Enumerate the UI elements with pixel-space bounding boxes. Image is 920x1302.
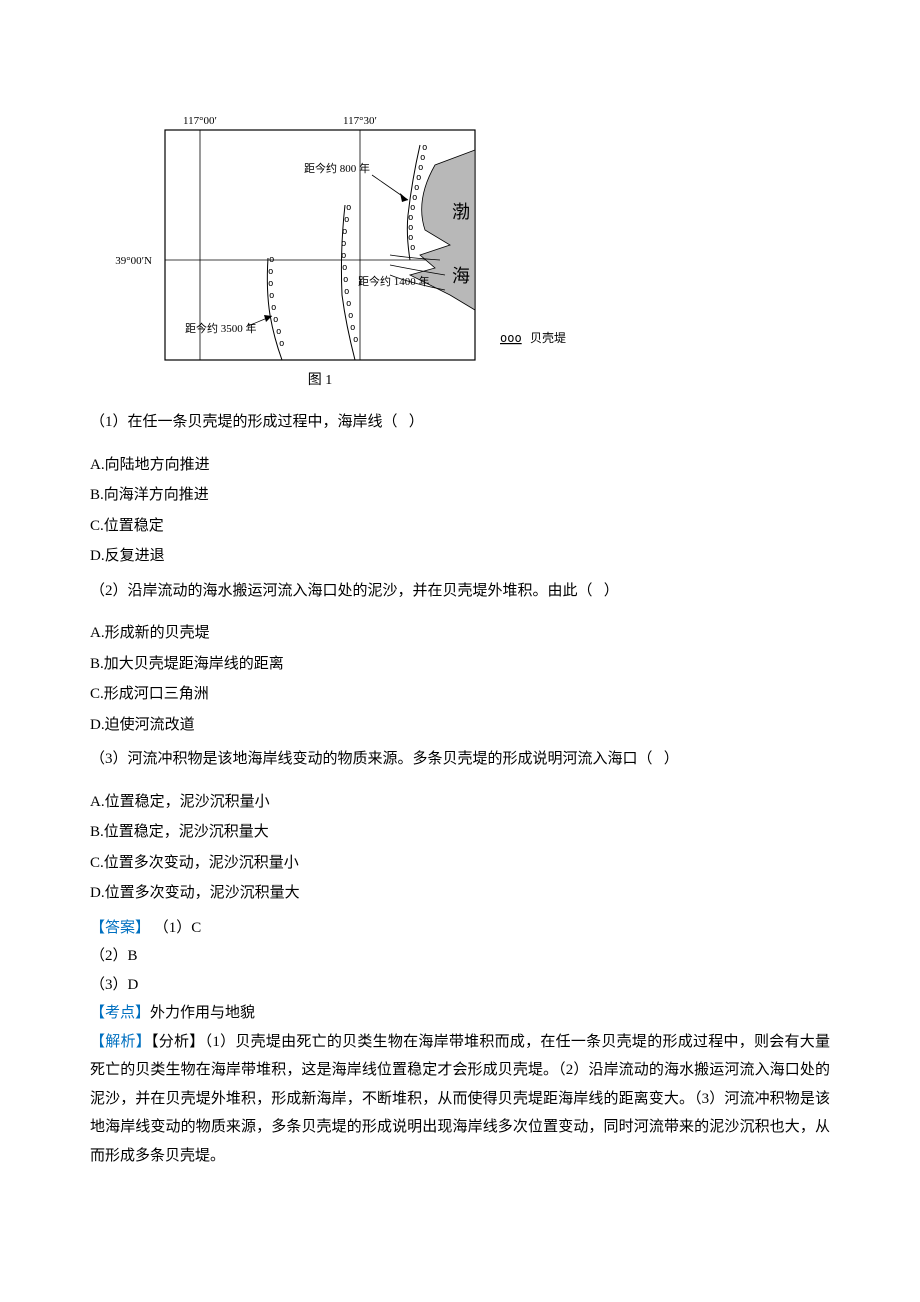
svg-text:o: o (416, 173, 421, 183)
answer-label: 【答案】 (90, 920, 150, 936)
svg-text:o: o (269, 291, 274, 301)
figure-1: 117°00′ 117°30′ 39°00′N 渤 海 ooo ooo ooo … (90, 110, 830, 390)
q2-option-d: D.迫使河流改道 (90, 711, 830, 740)
q1-option-b: B.向海洋方向推进 (90, 481, 830, 510)
q1-options: A.向陆地方向推进 B.向海洋方向推进 C.位置稳定 D.反复进退 (90, 451, 830, 571)
figure-caption: 图 1 (308, 373, 333, 388)
svg-text:o: o (346, 203, 351, 213)
analysis-prefix: 【分析】 (151, 1034, 205, 1050)
topic-text: 外力作用与地貌 (150, 1005, 255, 1021)
sea-label-bo: 渤 (452, 202, 470, 222)
svg-text:o: o (350, 323, 355, 333)
svg-text:o: o (344, 287, 349, 297)
answer-block: 【答案】 （1）C (90, 914, 830, 943)
svg-text:o: o (268, 279, 273, 289)
svg-text:o: o (343, 275, 348, 285)
q3-option-a: A.位置稳定，泥沙沉积量小 (90, 788, 830, 817)
q2-stem: （2）沿岸流动的海水搬运河流入海口处的泥沙，并在贝壳堤外堆积。由此（ ） (90, 577, 830, 606)
analysis-label: 【解析】 (90, 1034, 151, 1050)
q3-option-d: D.位置多次变动，泥沙沉积量大 (90, 879, 830, 908)
svg-text:o: o (418, 163, 423, 173)
coord-top-right: 117°30′ (343, 115, 377, 127)
svg-text:o: o (408, 223, 413, 233)
ridge-800-label: 距今约 800 年 (304, 161, 370, 175)
svg-text:o: o (422, 143, 427, 153)
svg-text:o: o (273, 315, 278, 325)
q2-option-c: C.形成河口三角洲 (90, 680, 830, 709)
q2-option-b: B.加大贝壳堤距海岸线的距离 (90, 650, 830, 679)
svg-text:o: o (420, 153, 425, 163)
q1-option-a: A.向陆地方向推进 (90, 451, 830, 480)
svg-text:o: o (346, 299, 351, 309)
svg-text:o: o (341, 251, 346, 261)
svg-text:o: o (271, 303, 276, 313)
ridge-3500-label: 距今约 3500 年 (185, 321, 257, 335)
legend-symbol: ooo (500, 331, 522, 345)
analysis-text: （1）贝壳堤由死亡的贝类生物在海岸带堆积而成，在任一条贝壳堤的形成过程中，则会有… (90, 1034, 830, 1164)
coord-left-lat: 39°00′N (115, 255, 152, 267)
svg-text:o: o (408, 213, 413, 223)
q3-options: A.位置稳定，泥沙沉积量小 B.位置稳定，泥沙沉积量大 C.位置多次变动，泥沙沉… (90, 788, 830, 908)
topic-line: 【考点】外力作用与地貌 (90, 999, 830, 1028)
answer-1: （1）C (150, 920, 201, 936)
answer-3: （3）D (90, 971, 830, 1000)
svg-text:o: o (410, 243, 415, 253)
svg-text:o: o (269, 255, 274, 265)
q2-options: A.形成新的贝壳堤 B.加大贝壳堤距海岸线的距离 C.形成河口三角洲 D.迫使河… (90, 619, 830, 739)
svg-text:o: o (342, 227, 347, 237)
svg-text:o: o (279, 339, 284, 349)
svg-text:o: o (408, 233, 413, 243)
topic-label: 【考点】 (90, 1005, 150, 1021)
svg-text:o: o (268, 267, 273, 277)
svg-text:o: o (276, 327, 281, 337)
svg-text:o: o (344, 215, 349, 225)
svg-text:o: o (348, 311, 353, 321)
q3-stem: （3）河流冲积物是该地海岸线变动的物质来源。多条贝壳堤的形成说明河流入海口（ ） (90, 745, 830, 774)
sea-label-hai: 海 (452, 266, 470, 286)
ridge-1400-label: 距今约 1400 年 (358, 274, 430, 288)
q2-option-a: A.形成新的贝壳堤 (90, 619, 830, 648)
svg-text:o: o (414, 183, 419, 193)
q3-option-c: C.位置多次变动，泥沙沉积量小 (90, 849, 830, 878)
svg-text:o: o (342, 263, 347, 273)
answer-2: （2）B (90, 942, 830, 971)
map-svg: 117°00′ 117°30′ 39°00′N 渤 海 ooo ooo ooo … (90, 110, 570, 390)
legend-text: 贝壳堤 (530, 331, 566, 345)
svg-text:o: o (353, 335, 358, 345)
q1-stem: （1）在任一条贝壳堤的形成过程中，海岸线（ ） (90, 408, 830, 437)
svg-text:o: o (410, 203, 415, 213)
svg-text:o: o (341, 239, 346, 249)
q1-option-c: C.位置稳定 (90, 512, 830, 541)
q3-option-b: B.位置稳定，泥沙沉积量大 (90, 818, 830, 847)
q1-option-d: D.反复进退 (90, 542, 830, 571)
analysis-block: 【解析】【分析】（1）贝壳堤由死亡的贝类生物在海岸带堆积而成，在任一条贝壳堤的形… (90, 1028, 830, 1171)
coord-top-left: 117°00′ (183, 115, 217, 127)
svg-text:o: o (412, 193, 417, 203)
